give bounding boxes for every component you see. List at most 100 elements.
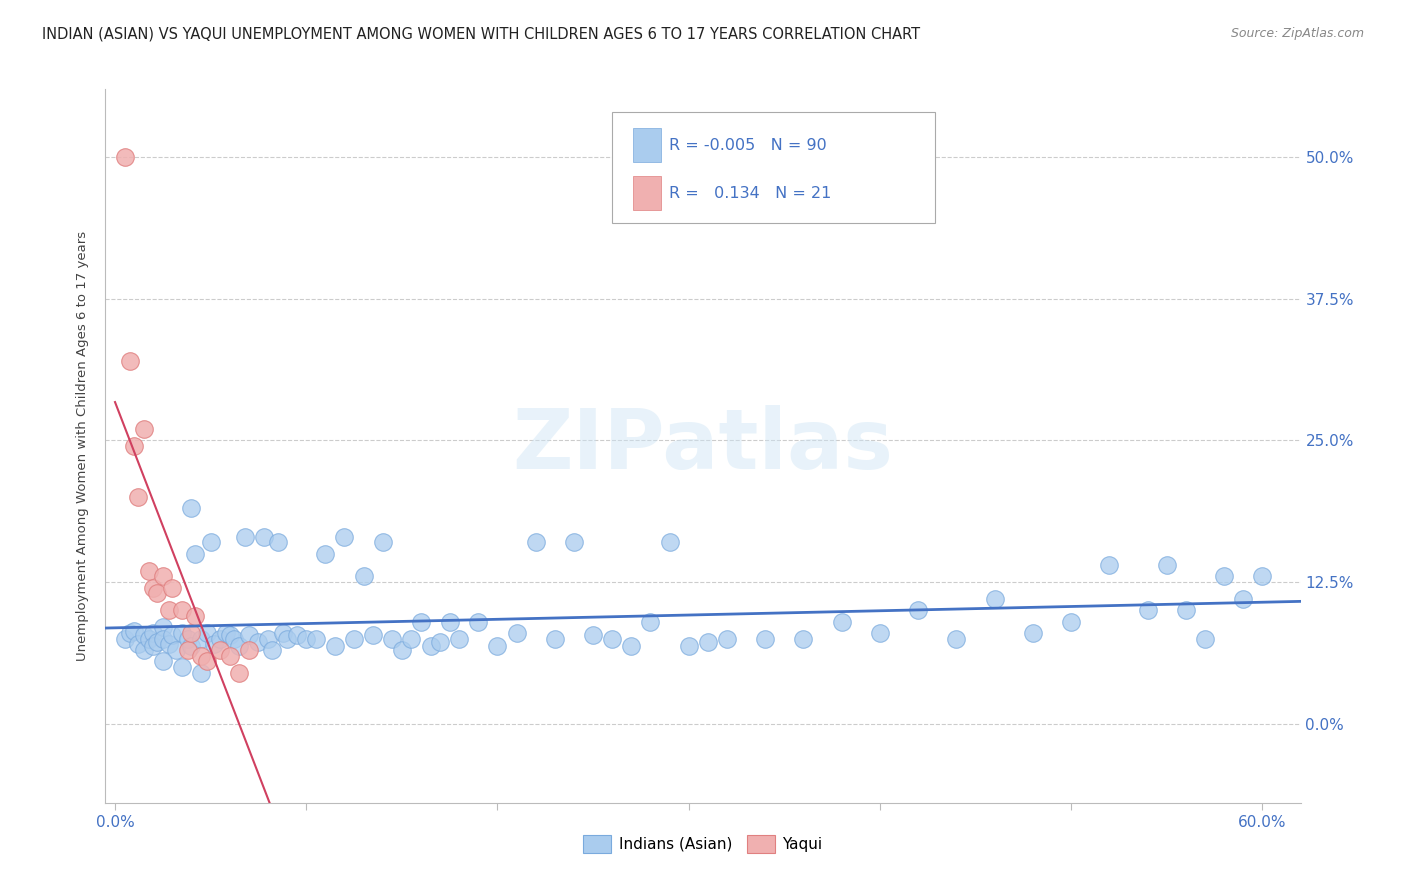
Point bbox=[486, 640, 509, 654]
Point bbox=[209, 643, 232, 657]
Point bbox=[1232, 591, 1254, 606]
Point bbox=[678, 640, 700, 654]
Point bbox=[184, 608, 207, 623]
Point bbox=[1213, 569, 1236, 583]
Point bbox=[138, 632, 160, 646]
Text: R = -0.005   N = 90: R = -0.005 N = 90 bbox=[669, 137, 827, 153]
Point bbox=[180, 626, 202, 640]
Point bbox=[176, 643, 198, 657]
Point bbox=[120, 626, 142, 640]
Point bbox=[1022, 626, 1045, 640]
Point bbox=[1098, 558, 1121, 572]
Point bbox=[180, 501, 202, 516]
Point bbox=[146, 586, 169, 600]
Point bbox=[122, 439, 145, 453]
Point bbox=[152, 632, 174, 646]
Point bbox=[157, 603, 180, 617]
Point bbox=[200, 535, 222, 549]
Point bbox=[228, 665, 250, 680]
Point bbox=[419, 640, 441, 654]
Point bbox=[562, 535, 585, 549]
Point bbox=[323, 640, 346, 654]
Point bbox=[620, 640, 643, 654]
Point bbox=[120, 354, 142, 368]
Point bbox=[176, 632, 198, 646]
Point bbox=[209, 632, 232, 646]
Point bbox=[1194, 632, 1216, 646]
Point bbox=[165, 643, 187, 657]
Y-axis label: Unemployment Among Women with Children Ages 6 to 17 years: Unemployment Among Women with Children A… bbox=[76, 231, 90, 661]
Point bbox=[215, 626, 238, 640]
Point bbox=[983, 591, 1005, 606]
Point bbox=[658, 535, 681, 549]
Point bbox=[696, 635, 718, 649]
Point bbox=[142, 581, 165, 595]
Point bbox=[343, 632, 366, 646]
Point bbox=[361, 628, 384, 642]
Point bbox=[233, 530, 256, 544]
Point bbox=[945, 632, 967, 646]
Point bbox=[170, 660, 193, 674]
Text: Source: ZipAtlas.com: Source: ZipAtlas.com bbox=[1230, 27, 1364, 40]
Point bbox=[132, 643, 155, 657]
Legend: Indians (Asian), Yaqui: Indians (Asian), Yaqui bbox=[578, 829, 828, 859]
Point bbox=[505, 626, 527, 640]
Point bbox=[1156, 558, 1178, 572]
Point bbox=[114, 150, 136, 164]
Point bbox=[449, 632, 471, 646]
Point bbox=[295, 632, 318, 646]
Point bbox=[371, 535, 394, 549]
Point bbox=[204, 637, 226, 651]
Point bbox=[582, 628, 605, 642]
Point bbox=[152, 620, 174, 634]
Point bbox=[333, 530, 356, 544]
Point bbox=[132, 422, 155, 436]
Point bbox=[142, 626, 165, 640]
Point bbox=[222, 632, 245, 646]
Point bbox=[238, 628, 260, 642]
Point bbox=[218, 628, 240, 642]
Point bbox=[132, 628, 155, 642]
Text: INDIAN (ASIAN) VS YAQUI UNEMPLOYMENT AMONG WOMEN WITH CHILDREN AGES 6 TO 17 YEAR: INDIAN (ASIAN) VS YAQUI UNEMPLOYMENT AMO… bbox=[42, 27, 921, 42]
Point bbox=[305, 632, 328, 646]
Point bbox=[391, 643, 413, 657]
Point bbox=[122, 624, 145, 638]
Point bbox=[228, 640, 250, 654]
Text: R =   0.134   N = 21: R = 0.134 N = 21 bbox=[669, 186, 831, 201]
Point bbox=[142, 640, 165, 654]
Point bbox=[162, 581, 184, 595]
Point bbox=[266, 535, 288, 549]
Point bbox=[195, 654, 218, 668]
Point bbox=[285, 628, 308, 642]
Point bbox=[190, 632, 212, 646]
Point bbox=[127, 490, 149, 504]
Point bbox=[247, 635, 270, 649]
Point bbox=[127, 637, 149, 651]
Point bbox=[253, 530, 276, 544]
Point bbox=[1251, 569, 1274, 583]
Point bbox=[353, 569, 375, 583]
Point bbox=[152, 569, 174, 583]
Point bbox=[907, 603, 929, 617]
Point bbox=[524, 535, 547, 549]
Point bbox=[184, 547, 207, 561]
Point bbox=[381, 632, 404, 646]
Text: ZIPatlas: ZIPatlas bbox=[513, 406, 893, 486]
Point bbox=[544, 632, 567, 646]
Point bbox=[869, 626, 891, 640]
Point bbox=[314, 547, 336, 561]
Point bbox=[1174, 603, 1197, 617]
Point bbox=[792, 632, 814, 646]
Point bbox=[195, 626, 218, 640]
Point bbox=[716, 632, 738, 646]
Point bbox=[429, 635, 451, 649]
Point bbox=[831, 615, 853, 629]
Point bbox=[218, 648, 240, 663]
Point bbox=[276, 632, 298, 646]
Point bbox=[170, 603, 193, 617]
Point bbox=[271, 626, 294, 640]
Point bbox=[754, 632, 776, 646]
Point bbox=[238, 643, 260, 657]
Point bbox=[146, 635, 169, 649]
Point bbox=[1060, 615, 1083, 629]
